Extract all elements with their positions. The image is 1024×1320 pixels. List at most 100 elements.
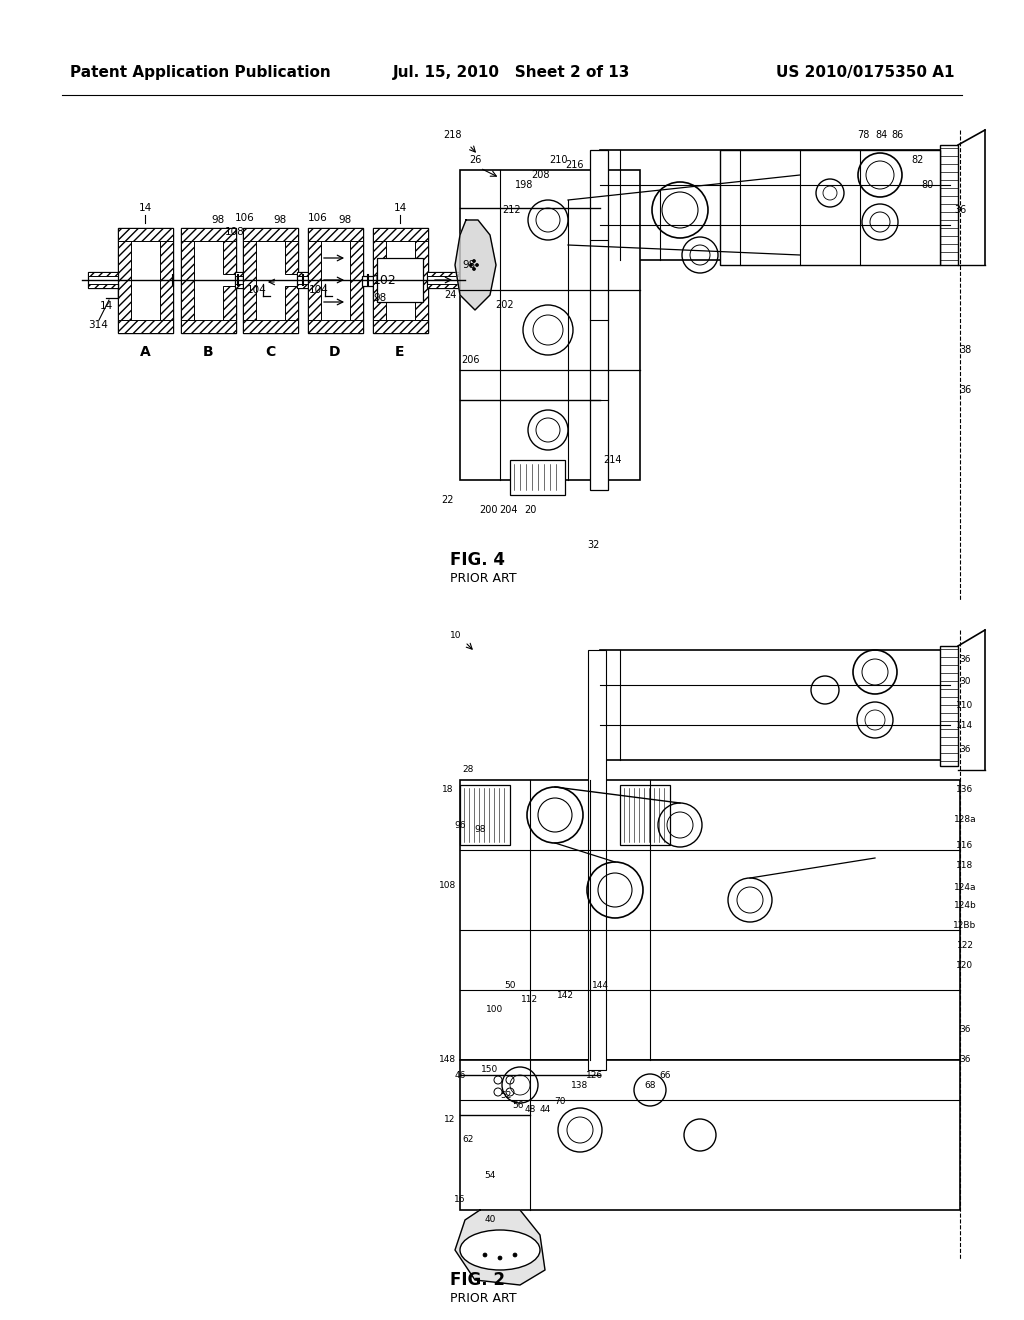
- Bar: [285, 286, 298, 319]
- Bar: [88, 272, 118, 288]
- Text: FIG. 2: FIG. 2: [450, 1271, 505, 1290]
- Text: 208: 208: [530, 170, 549, 180]
- Polygon shape: [455, 220, 496, 310]
- Bar: [243, 319, 298, 333]
- Bar: [427, 284, 462, 288]
- Bar: [118, 319, 173, 333]
- Bar: [510, 459, 565, 495]
- Bar: [88, 272, 118, 276]
- Text: PRIOR ART: PRIOR ART: [450, 572, 517, 585]
- Text: 12Bb: 12Bb: [953, 920, 977, 929]
- Text: 98: 98: [211, 215, 224, 224]
- Text: 206: 206: [461, 355, 479, 366]
- Text: 56: 56: [512, 1101, 523, 1110]
- Text: 114: 114: [956, 721, 974, 730]
- Bar: [308, 319, 362, 333]
- Text: 10: 10: [451, 631, 462, 639]
- Bar: [940, 145, 958, 265]
- Text: 98: 98: [474, 825, 485, 834]
- Text: 102: 102: [373, 273, 397, 286]
- Text: 214: 214: [604, 455, 623, 465]
- Text: 54: 54: [484, 1171, 496, 1180]
- Text: 46: 46: [455, 1071, 466, 1080]
- Circle shape: [513, 1253, 517, 1257]
- Bar: [460, 780, 961, 1060]
- Text: 216: 216: [565, 160, 585, 170]
- Polygon shape: [455, 1210, 545, 1284]
- Text: 98: 98: [463, 260, 475, 271]
- Text: 204: 204: [499, 506, 517, 515]
- Text: 120: 120: [956, 961, 974, 969]
- Bar: [940, 645, 958, 766]
- Bar: [88, 284, 118, 288]
- Circle shape: [469, 264, 472, 267]
- Bar: [285, 242, 298, 275]
- Text: 50: 50: [504, 981, 516, 990]
- Bar: [590, 150, 608, 490]
- Bar: [243, 228, 298, 242]
- Text: 106: 106: [308, 213, 328, 223]
- Text: PRIOR ART: PRIOR ART: [450, 1291, 517, 1304]
- Text: 218: 218: [442, 129, 461, 140]
- Text: 36: 36: [959, 1026, 971, 1035]
- Bar: [243, 228, 298, 333]
- Text: 36: 36: [959, 1056, 971, 1064]
- Bar: [460, 785, 510, 845]
- Text: 18: 18: [442, 785, 454, 795]
- Text: 48: 48: [524, 1106, 536, 1114]
- Text: Patent Application Publication: Patent Application Publication: [70, 65, 331, 79]
- Bar: [373, 242, 386, 319]
- Text: 136: 136: [956, 785, 974, 795]
- Text: 62: 62: [462, 1135, 474, 1144]
- Text: 118: 118: [956, 861, 974, 870]
- Bar: [427, 272, 462, 276]
- Bar: [308, 228, 362, 333]
- Text: 32: 32: [587, 540, 599, 550]
- Text: 38: 38: [958, 345, 971, 355]
- Text: 70: 70: [554, 1097, 565, 1106]
- Text: 110: 110: [956, 701, 974, 710]
- Text: 16: 16: [455, 1196, 466, 1204]
- Text: 22: 22: [441, 495, 455, 506]
- Text: 98: 98: [374, 293, 387, 304]
- Bar: [460, 1060, 961, 1210]
- Text: 200: 200: [479, 506, 498, 515]
- Text: 106: 106: [236, 213, 255, 223]
- Bar: [243, 242, 256, 319]
- Text: 14: 14: [99, 301, 113, 312]
- Text: 138: 138: [571, 1081, 589, 1089]
- Bar: [297, 284, 325, 288]
- Text: 104: 104: [247, 285, 267, 294]
- Bar: [297, 272, 325, 288]
- Text: 30: 30: [959, 677, 971, 686]
- Text: 78: 78: [857, 129, 869, 140]
- Bar: [600, 150, 950, 260]
- Bar: [350, 242, 362, 319]
- Text: 108: 108: [225, 227, 245, 238]
- Text: 128a: 128a: [953, 816, 976, 825]
- Bar: [181, 242, 194, 319]
- Bar: [160, 242, 173, 319]
- Text: 104: 104: [309, 285, 329, 294]
- Text: 44: 44: [540, 1106, 551, 1114]
- Text: 28: 28: [462, 766, 474, 775]
- Text: 14: 14: [138, 203, 152, 213]
- Text: FIG. 4: FIG. 4: [450, 550, 505, 569]
- Bar: [181, 228, 236, 242]
- Text: 202: 202: [496, 300, 514, 310]
- Text: 20: 20: [524, 506, 537, 515]
- Bar: [118, 228, 173, 333]
- Text: 314: 314: [88, 319, 108, 330]
- Bar: [308, 228, 362, 242]
- Text: 82: 82: [911, 154, 925, 165]
- Text: 98: 98: [273, 215, 287, 224]
- Bar: [373, 228, 428, 242]
- Text: C: C: [265, 345, 275, 359]
- Bar: [118, 242, 131, 319]
- Bar: [720, 150, 940, 265]
- Text: 150: 150: [481, 1065, 499, 1074]
- Circle shape: [498, 1257, 502, 1261]
- Text: 108: 108: [439, 880, 457, 890]
- Text: 210: 210: [549, 154, 567, 165]
- Text: D: D: [330, 345, 341, 359]
